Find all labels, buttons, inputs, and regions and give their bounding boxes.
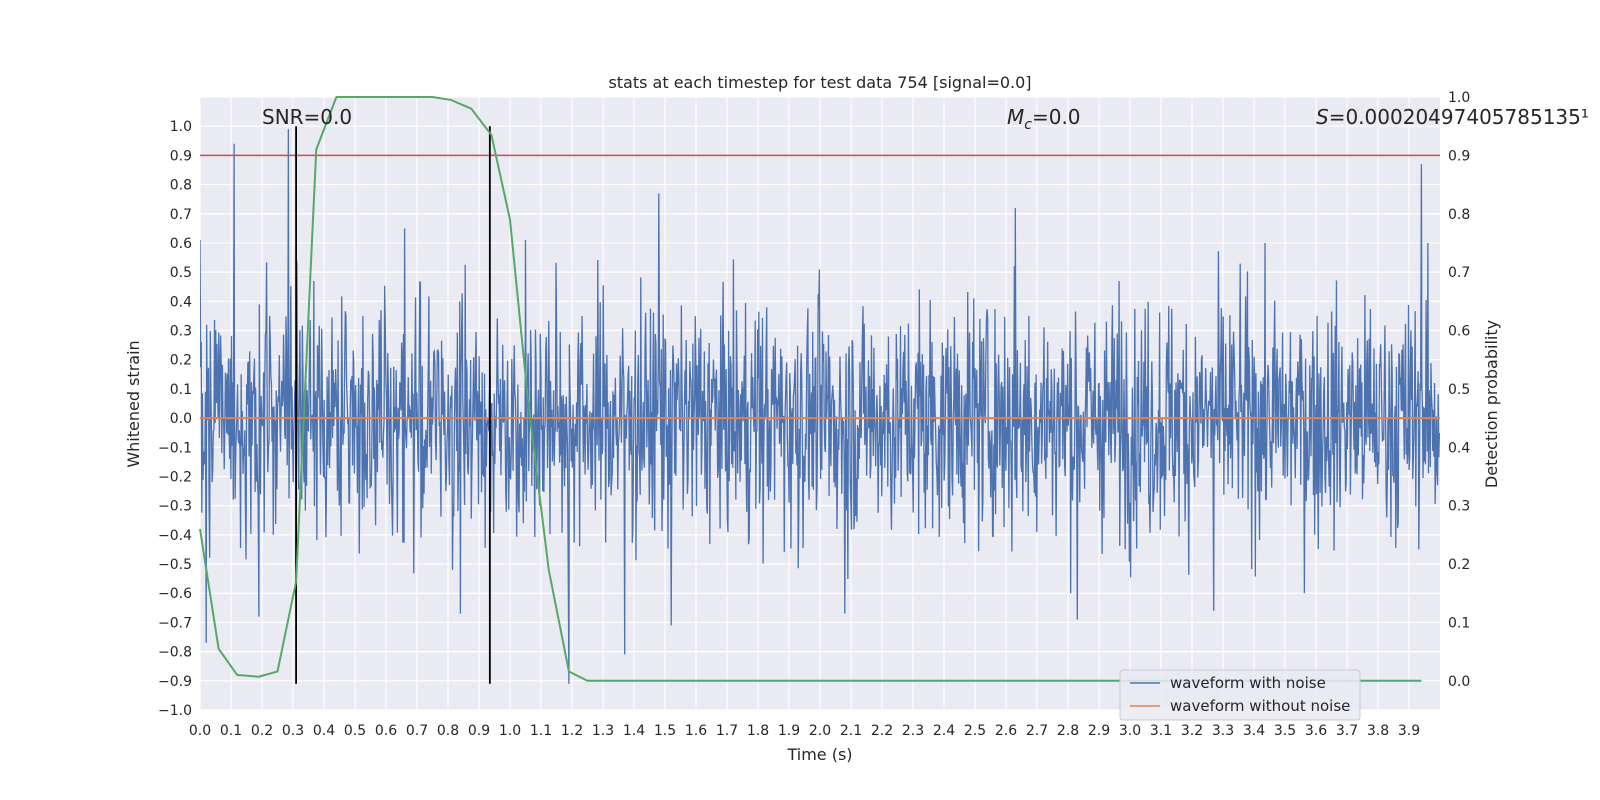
x-tick-label: 1.9: [778, 723, 800, 739]
series-waveform-with-noise: [200, 129, 1440, 684]
x-tick-label: 0.0: [189, 723, 211, 739]
y2-tick-label: 1.0: [1448, 90, 1470, 106]
y-tick-label: −0.4: [158, 528, 192, 544]
x-tick-label: 1.2: [561, 723, 583, 739]
y2-tick-label: 0.3: [1448, 499, 1470, 515]
y-tick-label: 0.2: [170, 353, 192, 369]
series-detection-probability: [199, 96, 1422, 682]
y2-tick-label: 0.5: [1448, 382, 1470, 398]
y2-axis-label: Detection probability: [1482, 320, 1501, 488]
x-tick-label: 1.5: [654, 723, 676, 739]
x-tick-label: 0.8: [437, 723, 459, 739]
x-tick-label: 0.3: [282, 723, 304, 739]
y-tick-label: 0.6: [170, 236, 192, 252]
y-tick-label: 0.0: [170, 411, 192, 427]
x-tick-label: 1.1: [530, 723, 552, 739]
s-symbol: S: [1316, 105, 1329, 129]
y-tick-label: 0.9: [170, 148, 192, 164]
y2-tick-label: 0.7: [1448, 265, 1470, 281]
snr-annotation: SNR=0.0: [262, 105, 352, 129]
x-tick-label: 3.8: [1367, 723, 1389, 739]
x-tick-label: 3.5: [1274, 723, 1296, 739]
y2-tick-label: 0.8: [1448, 207, 1470, 223]
x-tick-label: 0.2: [251, 723, 273, 739]
y-tick-label: 1.0: [170, 119, 192, 135]
x-tick-label: 2.3: [902, 723, 924, 739]
x-tick-label: 0.9: [468, 723, 490, 739]
y-tick-label: 0.3: [170, 324, 192, 340]
x-tick-label: 0.4: [313, 723, 335, 739]
y-tick-label: −0.9: [158, 674, 192, 690]
x-tick-label: 3.7: [1336, 723, 1358, 739]
x-tick-label: 3.3: [1212, 723, 1234, 739]
x-axis-label: Time (s): [786, 745, 852, 764]
x-tick-label: 1.4: [623, 723, 645, 739]
chart-title: stats at each timestep for test data 754…: [608, 73, 1031, 92]
overlay-layer: [199, 96, 1440, 684]
y-tick-label: 0.7: [170, 207, 192, 223]
y2-tick-label: 0.0: [1448, 674, 1470, 690]
x-tick-label: 2.6: [995, 723, 1017, 739]
x-tick-label: 2.2: [871, 723, 893, 739]
x-tick-label: 2.0: [809, 723, 831, 739]
y-tick-label: −0.1: [158, 440, 192, 456]
y-tick-label: −1.0: [158, 703, 192, 719]
x-tick-label: 1.0: [499, 723, 521, 739]
x-tick-label: 2.8: [1057, 723, 1079, 739]
y-tick-label: −0.2: [158, 469, 192, 485]
y-tick-label: 0.4: [170, 294, 192, 310]
legend-box: [1119, 669, 1361, 721]
chirp-mass-symbol: M: [1007, 105, 1024, 129]
legend-label-clean: waveform without noise: [1170, 697, 1350, 715]
x-tick-label: 3.9: [1398, 723, 1420, 739]
y2-tick-label: 0.1: [1448, 615, 1470, 631]
x-tick-label: 0.7: [406, 723, 428, 739]
y-tick-label: −0.6: [158, 586, 192, 602]
legend-label-noise: waveform with noise: [1170, 674, 1326, 692]
x-tick-label: 3.0: [1119, 723, 1141, 739]
y-tick-label: −0.7: [158, 615, 192, 631]
x-tick-label: 2.9: [1088, 723, 1110, 739]
x-tick-label: 0.1: [220, 723, 242, 739]
x-tick-label: 1.3: [592, 723, 614, 739]
x-tick-label: 0.6: [375, 723, 397, 739]
y2-tick-label: 0.4: [1448, 440, 1470, 456]
x-tick-label: 0.5: [344, 723, 366, 739]
y-tick-label: −0.5: [158, 557, 192, 573]
y-tick-label: 0.5: [170, 265, 192, 281]
chirp-mass-value: =0.0: [1032, 105, 1081, 129]
legend: waveform with noise waveform without noi…: [1119, 669, 1361, 721]
x-tick-label: 2.4: [933, 723, 955, 739]
s-value: =0.00020497405785135¹: [1329, 105, 1589, 129]
data-layer: [200, 129, 1440, 684]
y2-tick-label: 0.2: [1448, 557, 1470, 573]
x-tick-label: 1.6: [685, 723, 707, 739]
x-tick-label: 3.1: [1150, 723, 1172, 739]
s-annotation: S=0.00020497405785135¹: [1316, 105, 1589, 129]
chirp-mass-annotation: Mc=0.0: [1007, 105, 1081, 133]
x-tick-label: 1.7: [716, 723, 738, 739]
x-tick-label: 3.4: [1243, 723, 1265, 739]
y-tick-label: −0.8: [158, 645, 192, 661]
y-tick-label: 0.1: [170, 382, 192, 398]
x-tick-label: 2.5: [964, 723, 986, 739]
x-tick-label: 1.8: [747, 723, 769, 739]
x-tick-label: 2.1: [840, 723, 862, 739]
chirp-mass-subscript: c: [1024, 117, 1032, 133]
y-tick-label: −0.3: [158, 499, 192, 515]
x-tick-label: 2.7: [1026, 723, 1048, 739]
y-axis-label: Whitened strain: [124, 340, 143, 467]
y2-tick-label: 0.9: [1448, 148, 1470, 164]
y2-tick-label: 0.6: [1448, 324, 1470, 340]
y-tick-label: 0.8: [170, 178, 192, 194]
x-tick-label: 3.2: [1181, 723, 1203, 739]
x-tick-label: 3.6: [1305, 723, 1327, 739]
tick-labels: 0.0 0.1 0.2 0.3 0.4 0.5 0.6 0.7 0.8 0.9 1.0 1.1 1.2 1…: [158, 90, 1470, 739]
